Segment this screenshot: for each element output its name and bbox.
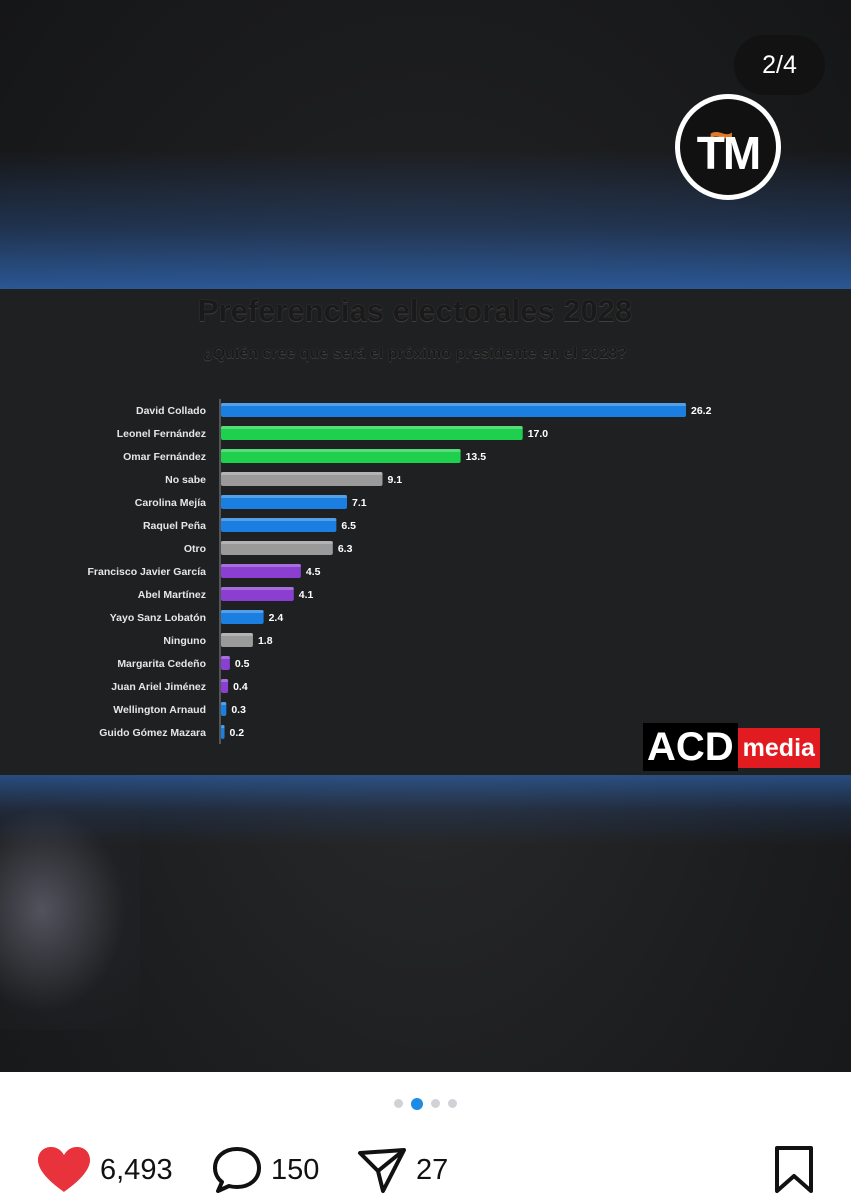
value-label: 4.5 xyxy=(306,566,321,578)
bar xyxy=(221,449,461,463)
tm-logo-text: TM xyxy=(696,127,761,179)
bar-highlight xyxy=(221,656,230,659)
share-action: 27 xyxy=(356,1140,448,1200)
bar xyxy=(221,518,337,532)
category-label: No sabe xyxy=(165,474,206,486)
tilde-mark-icon: ~ xyxy=(709,111,734,158)
bar-highlight xyxy=(221,495,348,498)
save-action xyxy=(773,1140,815,1200)
value-label: 7.1 xyxy=(352,497,367,509)
paper-plane-icon[interactable] xyxy=(356,1145,408,1195)
category-label: Omar Fernández xyxy=(123,451,206,463)
category-label: David Collado xyxy=(136,405,206,417)
category-label: Yayo Sanz Lobatón xyxy=(110,612,206,624)
value-label: 2.4 xyxy=(269,612,284,624)
comment-bubble-icon[interactable] xyxy=(211,1145,263,1195)
comment-action: 150 xyxy=(211,1140,319,1200)
bar xyxy=(221,679,229,693)
value-label: 6.5 xyxy=(341,520,356,532)
like-count: 6,493 xyxy=(100,1153,173,1186)
comment-count: 150 xyxy=(271,1153,320,1186)
value-label: 0.3 xyxy=(231,704,246,716)
bar xyxy=(221,426,523,440)
bar-highlight xyxy=(221,725,225,728)
chart-subtitle: ¿Quién cree que será el próximo presiden… xyxy=(202,345,628,362)
post-image[interactable]: Preferencias electorales 2028 ¿Quién cre… xyxy=(0,0,851,1072)
slide-counter: 2/4 xyxy=(734,35,825,95)
carousel-dot[interactable] xyxy=(394,1099,403,1108)
background-glow-bottom xyxy=(0,775,851,845)
category-label: Francisco Javier García xyxy=(88,566,207,578)
category-label: Abel Martínez xyxy=(138,589,206,601)
bar xyxy=(221,564,301,578)
bar-highlight xyxy=(221,702,227,705)
category-label: Ninguno xyxy=(163,635,206,647)
acd-logo-black: ACD xyxy=(643,723,738,771)
value-label: 4.1 xyxy=(299,589,314,601)
bar xyxy=(221,702,227,716)
acd-media-logo: ACD media xyxy=(643,723,850,771)
bar xyxy=(221,610,264,624)
bar-highlight xyxy=(221,587,294,590)
category-label: Carolina Mejía xyxy=(135,497,206,509)
bar-highlight xyxy=(221,564,301,567)
bar-highlight xyxy=(221,610,264,613)
category-label: Raquel Peña xyxy=(143,520,206,532)
bar xyxy=(221,656,230,670)
value-label: 6.3 xyxy=(338,543,353,555)
category-label: Margarita Cedeño xyxy=(117,658,206,670)
chart-title: Preferencias electorales 2028 xyxy=(197,293,633,328)
like-action: 6,493 xyxy=(36,1140,173,1200)
background-blur xyxy=(0,790,140,1030)
bar-highlight xyxy=(221,541,333,544)
share-count: 27 xyxy=(416,1153,449,1186)
tm-channel-logo: ~ TM xyxy=(675,94,781,200)
bar-highlight xyxy=(221,426,523,429)
value-label: 0.5 xyxy=(235,658,250,670)
bars-group: David Collado 26.2 Leonel Fernández 17.0 Oma… xyxy=(88,403,712,739)
value-label: 17.0 xyxy=(528,428,549,440)
bar-highlight xyxy=(221,449,461,452)
bar-highlight xyxy=(221,472,383,475)
category-label: Guido Gómez Mazara xyxy=(99,727,206,739)
category-label: Leonel Fernández xyxy=(117,428,206,440)
bar-chart: David Collado 26.2 Leonel Fernández 17.0 Oma… xyxy=(88,399,712,744)
value-label: 13.5 xyxy=(466,451,487,463)
carousel-dot[interactable] xyxy=(411,1097,423,1110)
bar-highlight xyxy=(221,679,229,682)
acd-logo-red: media xyxy=(737,728,820,768)
heart-icon[interactable] xyxy=(36,1146,92,1194)
value-label: 9.1 xyxy=(388,474,403,486)
bar xyxy=(221,725,225,739)
bar xyxy=(221,403,686,417)
category-label: Otro xyxy=(184,543,206,555)
bar xyxy=(221,472,383,486)
value-label: 0.2 xyxy=(230,727,245,739)
category-label: Wellington Arnaud xyxy=(113,704,206,716)
action-bar: 6,493 150 27 xyxy=(0,1140,851,1200)
bar xyxy=(221,541,333,555)
value-label: 26.2 xyxy=(691,405,712,417)
carousel-dots xyxy=(0,1097,851,1110)
value-label: 0.4 xyxy=(233,681,248,693)
bar-highlight xyxy=(221,403,686,406)
bar xyxy=(221,587,294,601)
bar xyxy=(221,633,253,647)
chart-panel xyxy=(0,289,851,775)
category-label: Juan Ariel Jiménez xyxy=(111,681,206,693)
bar-highlight xyxy=(221,518,337,521)
carousel-dot[interactable] xyxy=(448,1099,457,1108)
bookmark-icon[interactable] xyxy=(773,1145,815,1195)
bar xyxy=(221,495,348,509)
bar-highlight xyxy=(221,633,253,636)
value-label: 1.8 xyxy=(258,635,273,647)
carousel-dot[interactable] xyxy=(431,1099,440,1108)
